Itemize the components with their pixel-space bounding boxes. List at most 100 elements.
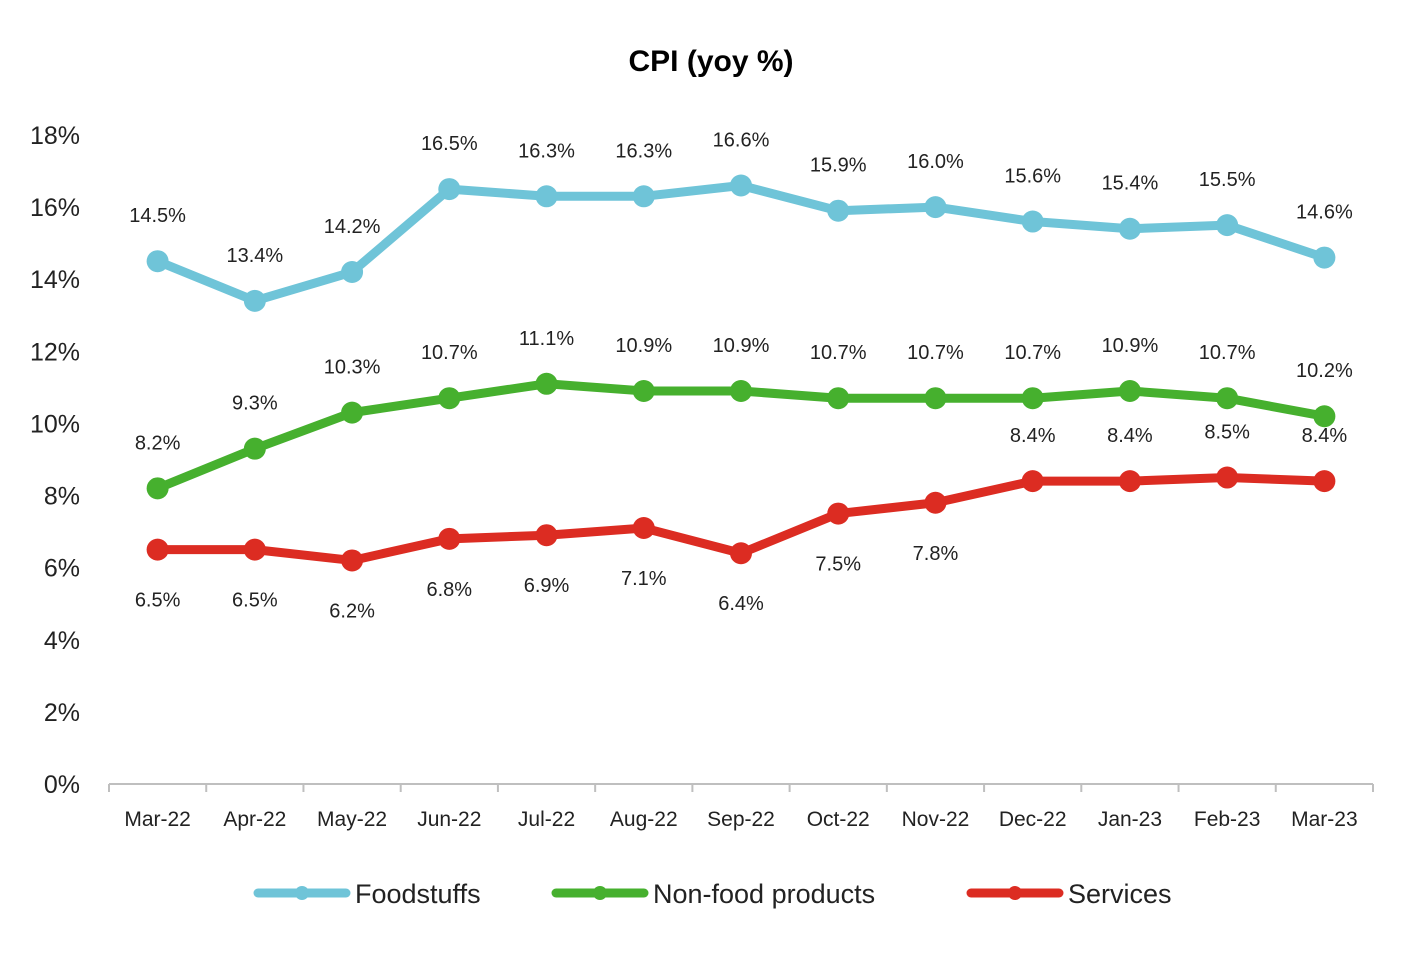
x-tick-label: Mar-23: [1291, 808, 1358, 831]
data-point: [438, 178, 461, 201]
data-point: [146, 250, 169, 273]
data-point: [146, 538, 169, 561]
data-label: 10.7%: [421, 342, 478, 364]
data-label: 10.7%: [1004, 342, 1061, 364]
data-label: 11.1%: [519, 328, 574, 350]
data-label: 16.3%: [518, 140, 575, 162]
data-label: 16.6%: [713, 129, 770, 151]
data-label: 6.8%: [427, 579, 473, 601]
data-label: 10.9%: [713, 335, 770, 357]
x-tick-label: Nov-22: [902, 808, 970, 831]
data-point: [1021, 470, 1044, 493]
y-tick-label: 18%: [30, 122, 80, 150]
data-point: [1216, 387, 1239, 410]
x-axis: Mar-22 Apr-22 May-22 Jun-22 Jul-22 Aug-22 Sep-…: [108, 783, 1374, 831]
data-point: [730, 379, 752, 402]
data-point: [146, 477, 169, 500]
legend-marker: [1008, 886, 1022, 900]
data-label: 6.9%: [524, 575, 570, 597]
chart-title: CPI (yoy %): [628, 45, 793, 78]
data-point: [632, 379, 655, 402]
data-label: 15.5%: [1199, 169, 1256, 191]
y-tick-label: 6%: [44, 555, 80, 583]
data-point: [1118, 217, 1141, 240]
data-label: 16.3%: [615, 140, 672, 162]
y-tick-label: 0%: [44, 771, 80, 799]
y-tick-label: 16%: [30, 194, 80, 222]
y-tick-label: 12%: [30, 338, 80, 366]
data-point: [632, 517, 655, 540]
data-label: 6.5%: [135, 590, 181, 612]
data-point: [535, 372, 558, 395]
data-label: 8.4%: [1107, 425, 1153, 447]
data-point: [341, 401, 364, 424]
data-label: 7.5%: [815, 554, 861, 576]
data-point: [924, 387, 947, 410]
data-label: 7.1%: [621, 568, 667, 590]
data-label: 16.5%: [421, 133, 478, 155]
x-tick-label: Jan-23: [1098, 808, 1162, 831]
data-label: 9.3%: [232, 393, 278, 415]
data-point: [1216, 214, 1239, 237]
data-label: 14.2%: [324, 216, 381, 238]
data-point: [341, 261, 364, 284]
y-axis: 0% 2% 4% 6% 8% 10% 12% 14% 16% 18%: [30, 122, 80, 799]
data-label: 8.5%: [1204, 422, 1250, 444]
data-label: 8.2%: [135, 432, 181, 454]
x-tick-label: Jul-22: [518, 808, 575, 831]
data-label: 8.4%: [1302, 425, 1348, 447]
data-label: 8.4%: [1010, 425, 1056, 447]
data-point: [730, 174, 752, 197]
data-label: 10.7%: [1199, 342, 1256, 364]
data-point: [1118, 379, 1141, 402]
data-point: [827, 199, 850, 222]
y-tick-label: 8%: [44, 483, 80, 511]
data-point: [1313, 405, 1336, 428]
data-label: 16.0%: [907, 151, 964, 173]
data-point: [243, 289, 266, 312]
data-point: [1021, 387, 1044, 410]
data-label: 15.6%: [1004, 166, 1061, 188]
legend-item: Foodstuffs: [253, 879, 481, 909]
data-point: [535, 524, 558, 547]
data-label: 10.3%: [324, 357, 381, 379]
data-label: 7.8%: [913, 543, 959, 565]
x-tick-label: Feb-23: [1194, 808, 1261, 831]
series-line: [153, 180, 1329, 306]
x-tick-label: Dec-22: [999, 808, 1067, 831]
x-tick-label: Jun-22: [417, 808, 481, 831]
x-tick-label: Oct-22: [807, 808, 870, 831]
data-label: 15.9%: [810, 155, 867, 177]
series-services: 6.5% 6.5% 6.2% 6.8% 6.9% 7.1% 6.4% 7.5% 7.8% 8.4%…: [135, 422, 1348, 623]
x-tick-label: Mar-22: [124, 808, 191, 831]
x-tick-label: Aug-22: [610, 808, 678, 831]
data-label: 10.9%: [1102, 335, 1159, 357]
data-point: [924, 196, 947, 219]
data-point: [1216, 466, 1239, 489]
data-point: [730, 542, 752, 565]
data-point: [1313, 246, 1336, 269]
data-point: [438, 527, 461, 550]
data-label: 10.7%: [907, 342, 964, 364]
legend-item: Non-food products: [551, 879, 875, 909]
y-tick-label: 10%: [30, 410, 80, 438]
legend-label: Services: [1068, 879, 1172, 909]
data-point: [243, 437, 266, 460]
data-label: 15.4%: [1102, 173, 1159, 195]
data-point: [1021, 210, 1044, 233]
data-label: 6.2%: [329, 600, 375, 622]
data-label: 6.4%: [718, 593, 764, 615]
data-point: [632, 185, 655, 208]
data-label: 13.4%: [226, 245, 283, 267]
x-tick-label: May-22: [317, 808, 387, 831]
x-tick-label: Apr-22: [223, 808, 286, 831]
x-tick-label: Sep-22: [707, 808, 775, 831]
series-layer: 14.5% 13.4% 14.2% 16.5% 16.3% 16.3% 16.6% 15.9%…: [129, 129, 1353, 622]
data-point: [438, 387, 461, 410]
series-non-food-products: 8.2% 9.3% 10.3% 10.7% 11.1% 10.9% 10.9% 10.7% 10…: [135, 328, 1353, 500]
data-point: [341, 549, 364, 572]
data-point: [827, 387, 850, 410]
data-point: [243, 538, 266, 561]
legend: Foodstuffs Non-food products Services: [253, 879, 1172, 909]
